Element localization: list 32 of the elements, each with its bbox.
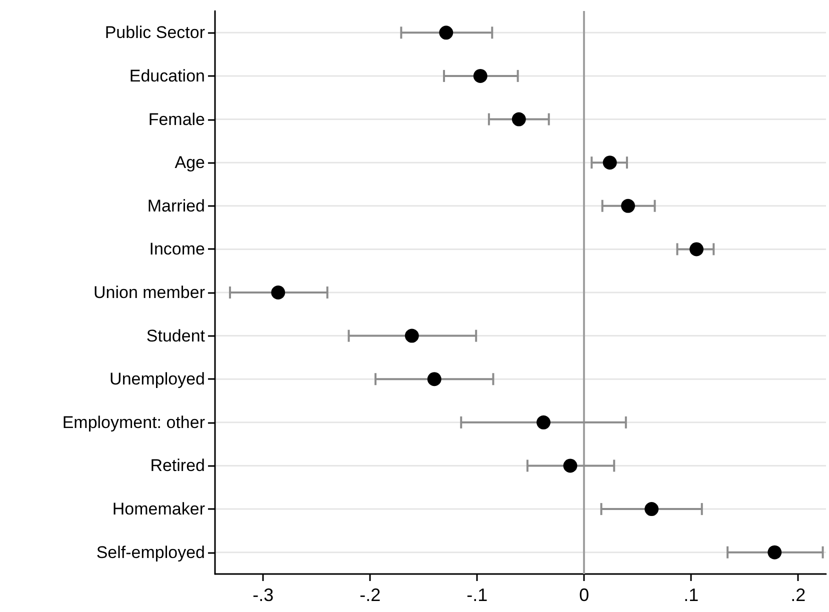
y-tick-label: Age <box>174 153 205 172</box>
y-tick-label: Income <box>149 240 205 259</box>
point <box>602 156 617 170</box>
y-tick-label: Education <box>129 66 205 86</box>
point <box>563 458 578 473</box>
point <box>404 328 419 343</box>
x-tick-label: -.3 <box>252 585 274 605</box>
y-tick-label: Employment: other <box>62 412 206 432</box>
y-tick-label: Union member <box>94 283 206 302</box>
y-tick-label: Unemployed <box>110 370 205 389</box>
point <box>439 26 454 40</box>
point <box>271 286 286 300</box>
x-tick-label: 0 <box>579 585 590 605</box>
x-tick-label: .2 <box>790 585 806 605</box>
y-tick-label: Married <box>147 196 205 216</box>
point <box>427 372 442 386</box>
point <box>473 68 488 83</box>
point <box>690 242 704 256</box>
point <box>536 415 551 430</box>
x-tick-label: -.2 <box>360 585 381 605</box>
y-tick-label: Public Sector <box>104 23 206 42</box>
point <box>768 545 782 560</box>
x-tick-label: .1 <box>684 585 699 605</box>
y-tick-label: Student <box>146 326 206 346</box>
point <box>621 198 636 213</box>
y-tick-label: Homemaker <box>112 500 206 519</box>
y-tick-label: Self-employed <box>96 542 205 562</box>
point <box>644 502 659 516</box>
point <box>512 112 526 126</box>
y-tick-label: Retired <box>150 456 205 476</box>
y-tick-label: Female <box>148 110 205 129</box>
x-tick-label: -.1 <box>466 585 488 605</box>
